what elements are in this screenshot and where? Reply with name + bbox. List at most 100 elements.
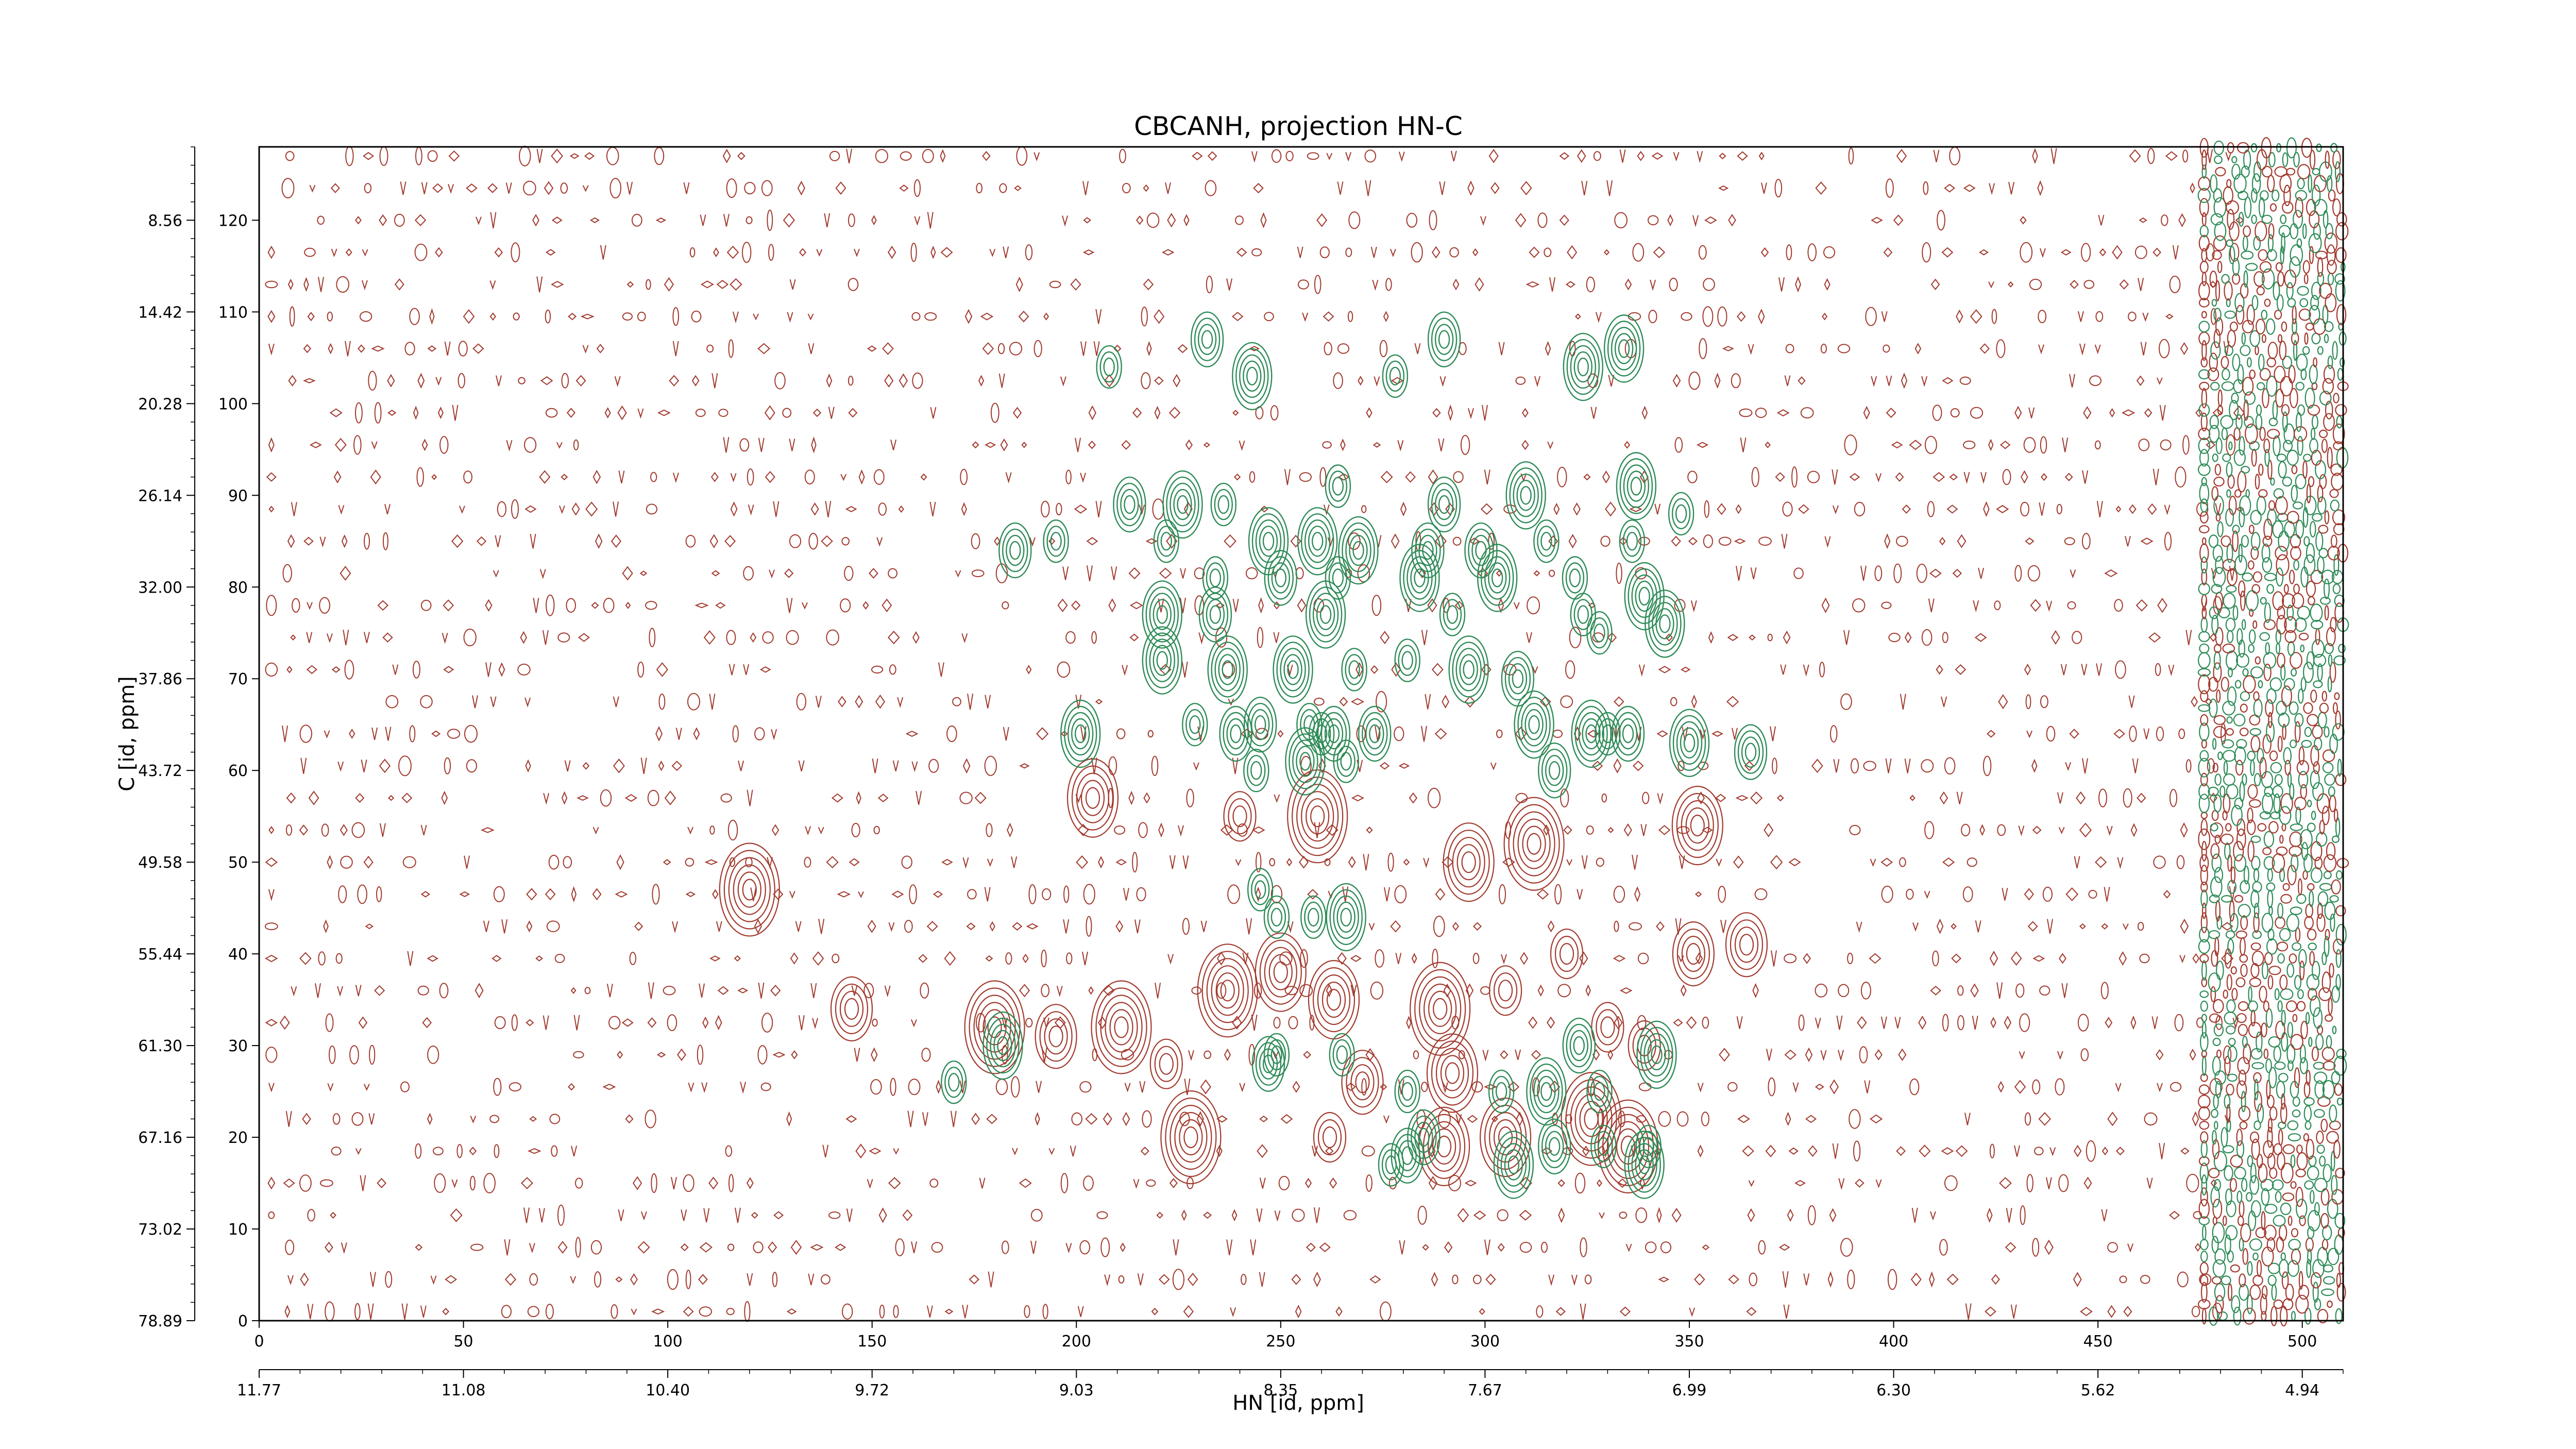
peak-contour-negative: [1484, 556, 1511, 600]
edge-contour: [2228, 495, 2237, 515]
noise-contour: [890, 439, 897, 450]
noise-contour: [1783, 1304, 1790, 1319]
noise-contour: [306, 632, 313, 643]
noise-contour: [2031, 759, 2038, 773]
noise-contour: [738, 761, 744, 771]
noise-contour: [1154, 309, 1165, 324]
noise-contour: [1030, 1240, 1037, 1254]
noise-contour: [1778, 1243, 1790, 1251]
peak-contour-negative: [1349, 534, 1368, 566]
noise-contour: [1473, 1274, 1482, 1285]
noise-contour: [940, 149, 946, 163]
noise-contour: [1480, 503, 1493, 515]
noise-contour: [556, 442, 563, 449]
noise-contour: [1989, 183, 1995, 195]
peak-contour-negative: [1630, 477, 1642, 496]
noise-contour: [1232, 599, 1239, 612]
noise-contour: [1587, 373, 1599, 388]
noise-contour: [790, 952, 799, 965]
noise-contour: [265, 280, 278, 289]
noise-contour: [1929, 1211, 1936, 1221]
noise-contour: [1366, 827, 1373, 834]
edge-contour: [2230, 1154, 2243, 1168]
noise-contour: [688, 1082, 694, 1093]
noise-contour: [526, 920, 533, 933]
edge-contour: [2275, 916, 2286, 929]
noise-contour: [671, 1176, 677, 1190]
noise-contour: [2098, 788, 2107, 807]
noise-contour: [700, 214, 706, 226]
noise-contour: [1428, 787, 1441, 808]
edge-contour: [2211, 853, 2222, 873]
noise-contour: [2015, 983, 2025, 998]
noise-contour: [1830, 725, 1838, 743]
edge-contour: [2225, 1025, 2236, 1035]
noise-contour: [379, 759, 391, 773]
edge-contour: [2299, 829, 2313, 850]
noise-contour: [1207, 151, 1217, 161]
noise-contour: [1257, 1144, 1268, 1158]
noise-contour: [1650, 279, 1656, 291]
noise-contour: [1390, 920, 1401, 933]
peak-contour-negative: [1509, 467, 1543, 524]
noise-contour: [837, 891, 851, 898]
noise-contour: [435, 247, 443, 258]
noise-contour: [913, 179, 921, 197]
peak-contour-negative: [1153, 519, 1180, 563]
noise-contour: [1088, 441, 1096, 449]
noise-contour: [1886, 375, 1892, 386]
edge-contour: [2290, 1181, 2297, 1189]
noise-contour: [699, 1242, 713, 1253]
peak-contour-negative: [1300, 513, 1334, 569]
noise-contour: [420, 599, 432, 611]
peak-contour-negative: [1577, 357, 1589, 377]
noise-contour: [1226, 278, 1233, 291]
noise-contour: [2226, 434, 2236, 456]
noise-contour: [1651, 152, 1664, 160]
peak-contour-negative: [1341, 648, 1367, 692]
peak-contour-positive: [1301, 791, 1334, 842]
peak-contour-negative: [1198, 586, 1232, 643]
peak-contour-negative: [1683, 733, 1696, 753]
peak-contour-negative: [1113, 476, 1146, 533]
edge-contour: [2294, 721, 2301, 743]
peak-contour-negative: [1342, 522, 1375, 579]
noise-contour: [1350, 985, 1357, 997]
noise-contour: [463, 628, 477, 647]
noise-contour: [722, 148, 731, 163]
noise-contour: [743, 664, 750, 675]
edge-contour: [2236, 1128, 2243, 1147]
edge-contour: [2215, 627, 2224, 646]
peak-contour-negative: [1517, 696, 1551, 753]
noise-contour: [1629, 506, 1642, 512]
noise-contour: [747, 1273, 753, 1286]
noise-contour: [1442, 856, 1454, 868]
peak-contour-negative: [1329, 1033, 1355, 1077]
noise-contour: [711, 373, 718, 389]
noise-contour: [1735, 795, 1749, 801]
edge-contour: [2213, 726, 2226, 738]
noise-contour: [300, 1272, 309, 1287]
edge-contour: [2210, 876, 2223, 898]
noise-contour: [554, 954, 565, 963]
peak-contour-negative: [1524, 709, 1544, 740]
edge-contour: [2286, 963, 2295, 978]
peak-contour-negative: [1369, 724, 1381, 744]
noise-contour: [990, 402, 999, 423]
noise-contour: [497, 501, 507, 517]
noise-contour: [1124, 1083, 1131, 1092]
peak-contour-negative: [1099, 351, 1118, 383]
noise-contour: [685, 857, 694, 867]
noise-contour: [558, 506, 565, 514]
noise-contour: [944, 951, 956, 966]
noise-contour: [772, 1272, 778, 1287]
edge-contour: [2280, 1162, 2294, 1184]
edge-contour: [2243, 675, 2256, 694]
noise-contour: [1498, 342, 1505, 356]
noise-contour: [1547, 442, 1554, 449]
peak-contour-negative: [1043, 519, 1069, 563]
noise-contour: [2225, 152, 2232, 162]
edge-contour: [2266, 882, 2276, 891]
peak-contour-positive: [1681, 800, 1714, 851]
edge-contour: [2322, 749, 2335, 763]
